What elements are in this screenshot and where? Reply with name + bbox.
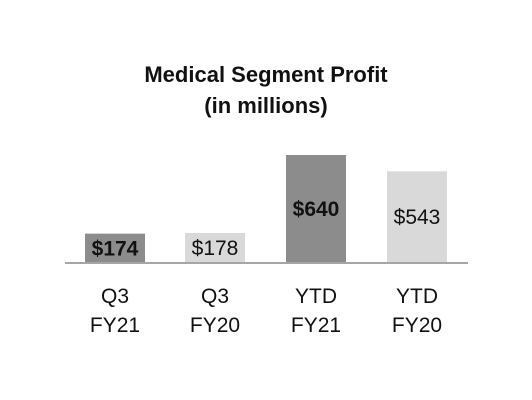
category-label-2-line2: FY20 <box>190 314 240 337</box>
bar-3 <box>286 155 346 263</box>
category-label-1-line2: FY21 <box>90 314 140 337</box>
value-label-1: $174 <box>92 237 139 260</box>
category-label-4-line2: FY20 <box>392 314 442 337</box>
value-labels-group: $174 $178 $640 $543 <box>92 198 441 260</box>
chart-title-line1: Medical Segment Profit <box>144 62 388 87</box>
bar-2 <box>185 232 245 263</box>
category-label-3-line2: FY21 <box>291 314 341 337</box>
bar-1 <box>85 233 145 263</box>
chart-title-line2: (in millions) <box>204 93 327 118</box>
category-label-1-line1: Q3 <box>101 285 129 308</box>
value-label-3: $640 <box>293 198 340 221</box>
category-labels-group: Q3 FY21 Q3 FY20 YTD FY21 YTD FY20 <box>90 285 442 337</box>
value-label-2: $178 <box>192 237 239 260</box>
bars-group <box>85 155 447 263</box>
category-label-2-line1: Q3 <box>201 285 229 308</box>
category-label-4-line1: YTD <box>396 285 438 308</box>
category-label-3-line1: YTD <box>295 285 337 308</box>
value-label-4: $543 <box>394 206 441 229</box>
bar-4 <box>387 171 447 263</box>
